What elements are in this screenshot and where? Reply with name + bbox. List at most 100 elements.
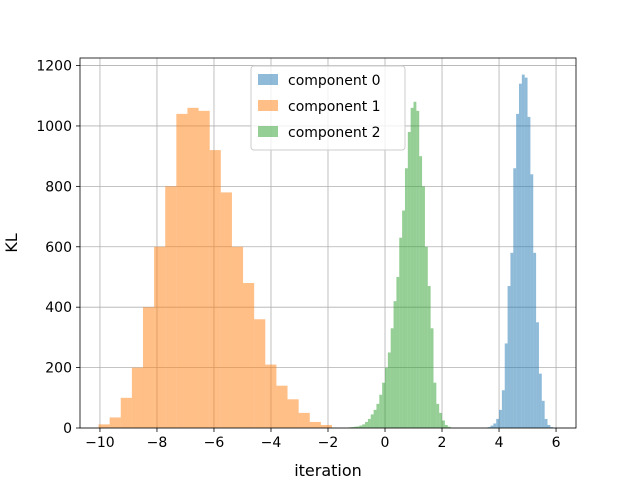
- bar-component-1-bin-14: [254, 319, 266, 428]
- bar-component-1-bin-20: [320, 424, 332, 428]
- x-tick-label-2: −6: [204, 435, 225, 451]
- y-tick-label-5: 1000: [36, 119, 72, 135]
- y-tick-label-2: 400: [45, 300, 72, 316]
- y-tick-label-6: 1200: [36, 59, 72, 75]
- bar-component-2-bin-17: [396, 276, 400, 428]
- bar-component-1-bin-6: [165, 186, 177, 428]
- x-tick-label-0: −10: [85, 435, 115, 451]
- bar-component-0-bin-3: [496, 418, 500, 428]
- bar-component-1-bin-19: [309, 421, 321, 428]
- bar-component-0-bin-6: [504, 343, 508, 428]
- bar-component-1-bin-2: [120, 397, 132, 428]
- legend-swatch-component-0: [258, 74, 278, 85]
- bar-component-0-bin-21: [547, 424, 551, 428]
- bar-component-1-bin-8: [187, 107, 199, 428]
- bar-component-0-bin-18: [538, 373, 542, 428]
- x-tick-label-4: −2: [318, 435, 339, 451]
- bar-component-1-bin-11: [220, 192, 232, 428]
- x-tick-label-6: 2: [438, 435, 447, 451]
- bar-component-1-bin-5: [154, 246, 166, 428]
- bar-component-0-bin-20: [544, 418, 548, 428]
- bar-component-2-bin-9: [373, 409, 377, 428]
- bar-component-2-bin-3: [356, 426, 360, 428]
- bar-component-2-bin-27: [424, 246, 428, 428]
- ticks: −10 −8 −6 −4 −2 0 2 4 6 0 200 400 600 800 1000 1200: [36, 59, 560, 451]
- bar-component-2-bin-10: [376, 403, 380, 428]
- legend-label-component-2: component 2: [288, 125, 381, 141]
- bar-component-2-bin-13: [385, 367, 388, 428]
- bar-component-0-bin-9: [513, 168, 517, 428]
- bar-component-2-bin-4: [359, 425, 363, 428]
- bar-component-2-bin-15: [390, 328, 394, 428]
- bar-component-2-bin-25: [419, 156, 423, 428]
- bar-component-1-bin-10: [209, 150, 221, 429]
- bar-component-1-bin-17: [287, 399, 299, 428]
- bar-component-0-bin-10: [516, 113, 519, 428]
- bar-component-1-bin-7: [176, 113, 188, 428]
- bar-component-1-bin-13: [243, 283, 255, 428]
- bar-component-0-bin-19: [541, 400, 545, 428]
- bar-component-2-bin-30: [433, 382, 437, 428]
- bar-component-2-bin-33: [442, 420, 445, 428]
- bar-component-1-bin-18: [298, 412, 310, 428]
- bar-component-1-bin-3: [131, 367, 143, 428]
- bar-component-2-bin-21: [407, 132, 411, 428]
- bar-component-2-bin-1: [350, 427, 354, 428]
- bar-component-2-bin-20: [404, 168, 408, 428]
- bar-component-2-bin-8: [370, 414, 374, 428]
- bar-component-1-bin-1: [109, 417, 121, 428]
- bar-component-2-bin-31: [436, 403, 440, 428]
- bar-component-0-bin-17: [536, 322, 539, 428]
- bar-component-2-bin-29: [430, 328, 434, 428]
- bar-component-2-bin-22: [410, 107, 414, 428]
- bar-component-2-bin-19: [402, 210, 405, 428]
- bar-component-2-bin-5: [362, 424, 366, 428]
- x-axis-label: iteration: [294, 461, 362, 480]
- bar-component-0-bin-0: [487, 427, 491, 428]
- bar-component-2-bin-28: [427, 286, 431, 428]
- bar-component-0-bin-13: [524, 77, 528, 428]
- legend: component 0 component 1 component 2: [250, 65, 406, 151]
- bar-component-2-bin-12: [382, 382, 386, 428]
- bar-component-1-bin-15: [265, 364, 277, 428]
- bar-component-2-bin-34: [444, 424, 448, 428]
- bar-component-2-bin-23: [413, 101, 417, 428]
- bar-component-0-bin-1: [490, 425, 494, 428]
- y-tick-label-0: 0: [63, 421, 72, 437]
- x-tick-label-3: −4: [261, 435, 282, 451]
- bar-component-2-bin-16: [393, 301, 397, 428]
- bar-component-1-bin-16: [276, 385, 288, 428]
- legend-box: [250, 65, 406, 151]
- bar-component-0-bin-22: [550, 427, 554, 428]
- bar-component-0-bin-7: [507, 286, 511, 428]
- y-tick-label-1: 200: [45, 361, 72, 377]
- bar-component-2-bin-26: [422, 186, 425, 428]
- bar-component-2-bin-11: [379, 394, 383, 428]
- x-tick-label-5: 0: [381, 435, 390, 451]
- legend-swatch-component-2: [258, 126, 278, 137]
- x-tick-label-7: 4: [495, 435, 504, 451]
- bars: [98, 74, 554, 429]
- bar-component-1-bin-9: [198, 110, 210, 428]
- bar-component-0-bin-8: [510, 252, 514, 428]
- bar-component-2-bin-7: [367, 418, 371, 428]
- bar-component-0-bin-2: [493, 423, 497, 428]
- bar-component-0-bin-12: [521, 74, 525, 428]
- bar-component-2-bin-32: [439, 412, 443, 428]
- bar-component-0-bin-5: [501, 390, 505, 428]
- bar-component-1-bin-12: [231, 246, 244, 428]
- legend-label-component-1: component 1: [288, 99, 381, 115]
- x-tick-label-8: 6: [552, 435, 561, 451]
- bar-component-0-bin-11: [518, 83, 522, 429]
- y-tick-label-3: 600: [45, 240, 72, 256]
- y-axis-label: KL: [2, 233, 21, 252]
- bar-component-2-bin-35: [447, 426, 451, 428]
- bar-component-2-bin-2: [353, 426, 357, 428]
- bar-component-0-bin-16: [533, 252, 537, 428]
- bar-component-1-bin-0: [98, 424, 110, 428]
- legend-swatch-component-1: [258, 100, 278, 111]
- bar-component-2-bin-18: [399, 237, 403, 428]
- bar-component-2-bin-14: [387, 352, 391, 428]
